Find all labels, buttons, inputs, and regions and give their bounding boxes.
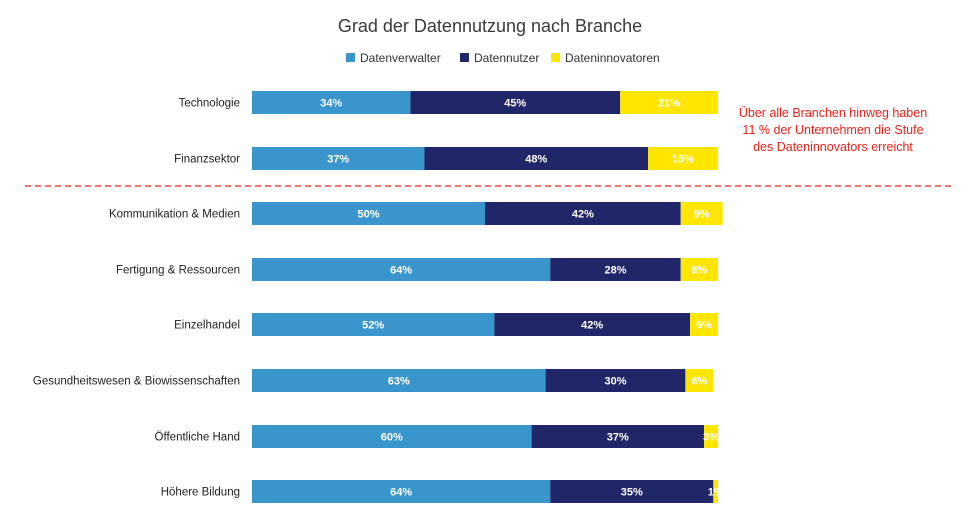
data-label-1-2: 15% [672,154,694,166]
data-label-5-1: 30% [604,376,626,388]
data-label-5-0: 63% [388,376,410,388]
bar-5-1 [545,369,686,392]
bar-6-1 [531,425,705,448]
bar-7-1 [550,480,714,503]
data-label-6-0: 60% [381,432,403,444]
data-label-5-2: 6% [691,376,707,388]
data-label-4-1: 42% [581,320,603,332]
data-label-4-2: 6% [696,320,712,332]
bar-1-0 [252,147,425,170]
category-label-7: Höhere Bildung [161,487,240,499]
bar-6-0 [252,425,532,448]
bar-rows: Technologie 34% 45% 21% Finanzsektor 37% 48% 15… [33,91,724,503]
bar-2-0 [252,202,485,225]
data-label-3-2: 8% [691,265,707,277]
legend-label-1: Datennutzer [474,51,539,65]
chart-title: Grad der Datennutzung nach Branche [338,16,642,36]
legend-label-0: Datenverwalter [360,51,441,65]
bar-3-2 [680,258,718,281]
category-label-5: Gesundheitswesen & Biowissenschaften [33,376,240,388]
data-label-1-0: 37% [327,154,349,166]
data-label-3-0: 64% [390,265,412,277]
category-label-6: Öffentliche Hand [155,432,240,444]
bar-2-2 [680,202,723,225]
bar-5-0 [252,369,546,392]
bar-2-1 [485,202,681,225]
bar-4-0 [252,313,495,336]
legend-swatch-2 [551,53,560,62]
bar-3-0 [252,258,551,281]
data-label-0-0: 34% [320,98,342,110]
bar-3-1 [550,258,681,281]
bar-7-0 [252,480,551,503]
bar-6-2 [704,425,718,448]
data-label-6-1: 37% [607,432,629,444]
bar-4-1 [494,313,691,336]
category-label-3: Fertigung & Ressourcen [116,265,240,277]
bar-0-1 [410,91,621,114]
data-label-6-2: 3% [703,432,719,444]
bar-4-2 [690,313,718,336]
data-label-7-1: 35% [621,487,643,499]
data-label-3-1: 28% [604,265,626,277]
data-label-1-1: 48% [525,154,547,166]
data-label-0-2: 21% [658,98,680,110]
legend-swatch-1 [460,53,469,62]
legend-label-2: Dateninnovatoren [565,51,660,65]
data-label-4-0: 52% [362,320,384,332]
category-label-2: Kommunikation & Medien [109,209,240,221]
bar-0-2 [620,91,718,114]
annotation-line-1: 11 % der Unternehmen die Stufe [742,123,923,137]
data-label-2-1: 42% [572,209,594,221]
category-label-4: Einzelhandel [174,320,240,332]
bar-5-2 [685,369,714,392]
category-label-1: Finanzsektor [174,154,240,166]
bar-7-2 [713,480,718,503]
data-label-2-2: 9% [694,209,710,221]
data-label-7-2: 1% [708,487,724,499]
data-label-0-1: 45% [504,98,526,110]
annotation-line-2: des Dateninnovators erreicht [753,140,913,154]
category-label-0: Technologie [179,98,240,110]
annotation: Über alle Branchen hinweg haben 11 % der … [739,106,927,154]
data-label-7-0: 64% [390,487,412,499]
legend-swatch-0 [346,53,355,62]
bar-0-0 [252,91,411,114]
data-label-2-0: 50% [357,209,379,221]
bar-1-1 [424,147,649,170]
legend: Datenverwalter Datennutzer Dateninnovatore… [346,51,660,65]
bar-1-2 [648,147,718,170]
annotation-line-0: Über alle Branchen hinweg haben [739,106,927,120]
